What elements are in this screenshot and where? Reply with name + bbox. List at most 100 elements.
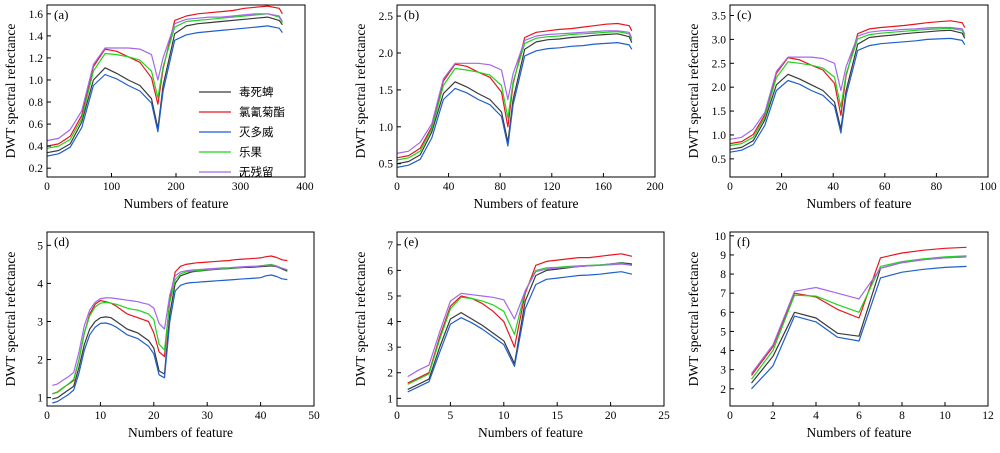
series-line-3 bbox=[396, 41, 633, 168]
x-tick-label: 4 bbox=[813, 410, 819, 422]
chart-panel-1: 0 100 200 300 400 0.2 0.4 0.6 0.8 1.0 1.2 1.4 1.6 (a)… bbox=[3, 4, 314, 211]
y-tick-label: 5 bbox=[720, 326, 726, 338]
x-tick-label: 20 bbox=[776, 181, 788, 193]
x-tick-label: 8 bbox=[899, 410, 905, 422]
y-tick-label: 2 bbox=[37, 355, 43, 367]
x-tick-label: 10 bbox=[95, 410, 107, 422]
y-tick-label: 2 bbox=[720, 384, 726, 396]
series-line-5 bbox=[52, 264, 288, 386]
y-tick-label: 3.5 bbox=[712, 11, 727, 23]
y-tick-label: 3.0 bbox=[712, 34, 727, 46]
y-tick-label: 10 bbox=[715, 231, 727, 243]
panel-label: (a) bbox=[54, 7, 68, 22]
chart-panel-2: 0 40 80 120 160 200 0.5 1.0 1.5 2.0 2.5 (b) Numbers … bbox=[353, 4, 664, 211]
series-line-3 bbox=[52, 274, 288, 404]
x-tick-label: 300 bbox=[232, 181, 250, 193]
y-axis-label: DWT spectral refectance bbox=[686, 24, 701, 159]
plot-frame bbox=[396, 4, 656, 178]
chart-panel-5: 0 5 10 15 20 25 1 2 3 4 5 6 7 (e) Numbers of feature DW… bbox=[353, 231, 670, 440]
y-tick-label: 0.4 bbox=[29, 141, 44, 153]
y-tick-label: 1.5 bbox=[712, 106, 727, 118]
x-tick-label: 20 bbox=[148, 410, 160, 422]
x-tick-label: 80 bbox=[931, 181, 943, 193]
y-axis-label: DWT spectral refectance bbox=[686, 252, 701, 387]
y-tick-label: 1.2 bbox=[29, 53, 44, 65]
y-tick-label: 1 bbox=[387, 393, 393, 405]
series-line-5 bbox=[407, 263, 633, 378]
x-tick-label: 40 bbox=[443, 181, 455, 193]
series-line-3 bbox=[407, 271, 633, 393]
x-axis-label: Numbers of feature bbox=[124, 196, 229, 211]
series-line-1 bbox=[729, 29, 966, 150]
x-tick-label: 2 bbox=[770, 410, 776, 422]
y-tick-label: 5 bbox=[37, 240, 43, 252]
x-tick-label: 160 bbox=[595, 181, 613, 193]
y-tick-label: 8 bbox=[720, 269, 726, 281]
x-tick-label: 5 bbox=[448, 410, 454, 422]
x-axis-label: Numbers of feature bbox=[807, 425, 912, 440]
y-tick-label: 3 bbox=[387, 342, 393, 354]
y-tick-label: 7 bbox=[387, 240, 393, 252]
legend-label-1: 毒死蜱 bbox=[239, 85, 274, 99]
y-tick-label: 2.5 bbox=[712, 58, 727, 70]
legend-label-4: 乐果 bbox=[239, 145, 262, 159]
chart-panel-4: 0 10 20 30 40 50 1 2 3 4 5 (d) Numbers of feature DWT… bbox=[3, 231, 320, 440]
chart-panel-6: 0 2 4 6 8 10 12 2 3 4 5 6 7 8 9 10 (f) Numbers of feature… bbox=[686, 231, 994, 440]
y-tick-label: 1.5 bbox=[379, 85, 394, 97]
series-line-3 bbox=[729, 37, 966, 153]
x-tick-label: 200 bbox=[167, 181, 185, 193]
x-tick-label: 0 bbox=[727, 181, 733, 193]
series-line-4 bbox=[729, 27, 966, 147]
x-tick-label: 12 bbox=[982, 410, 994, 422]
plot-frame bbox=[396, 231, 665, 407]
x-tick-label: 10 bbox=[939, 410, 951, 422]
x-tick-label: 0 bbox=[44, 181, 50, 193]
y-tick-label: 0.2 bbox=[29, 163, 44, 175]
plot-frame bbox=[46, 231, 315, 407]
series-line-1 bbox=[52, 265, 288, 400]
panel-label: (f) bbox=[737, 234, 750, 249]
y-tick-label: 1 bbox=[37, 393, 43, 405]
x-tick-label: 0 bbox=[44, 410, 50, 422]
x-tick-label: 60 bbox=[879, 181, 891, 193]
x-tick-label: 0 bbox=[394, 181, 400, 193]
x-axis-label: Numbers of feature bbox=[807, 196, 912, 211]
x-tick-label: 50 bbox=[308, 410, 320, 422]
x-axis-label: Numbers of feature bbox=[128, 425, 233, 440]
y-tick-label: 3 bbox=[720, 365, 726, 377]
x-tick-label: 20 bbox=[605, 410, 617, 422]
series-line-4 bbox=[52, 263, 288, 395]
y-tick-label: 0.6 bbox=[29, 119, 44, 131]
panel-label: (d) bbox=[54, 234, 69, 249]
y-tick-label: 6 bbox=[387, 265, 393, 277]
series-line-1 bbox=[396, 33, 633, 165]
series-line-5 bbox=[729, 26, 966, 140]
plot-frame bbox=[729, 4, 989, 178]
x-tick-label: 30 bbox=[201, 410, 213, 422]
x-tick-label: 100 bbox=[103, 181, 121, 193]
series-line-5 bbox=[396, 30, 633, 154]
series-line-2 bbox=[751, 246, 967, 376]
x-tick-label: 200 bbox=[646, 181, 664, 193]
x-tick-label: 0 bbox=[394, 410, 400, 422]
series-line-2 bbox=[407, 253, 633, 384]
y-tick-label: 9 bbox=[720, 250, 726, 262]
y-tick-label: 0.5 bbox=[712, 154, 727, 166]
x-tick-label: 40 bbox=[255, 410, 267, 422]
panel-label: (b) bbox=[404, 7, 419, 22]
series-line-4 bbox=[396, 31, 633, 161]
y-tick-label: 4 bbox=[387, 317, 393, 329]
y-axis-label: DWT spectral refectance bbox=[3, 252, 18, 387]
y-tick-label: 1.6 bbox=[29, 9, 44, 21]
y-tick-label: 2.5 bbox=[379, 11, 394, 23]
legend-label-3: 灭多威 bbox=[239, 125, 274, 139]
legend-label-2: 氯氰菊酯 bbox=[239, 105, 285, 119]
y-tick-label: 6 bbox=[720, 307, 726, 319]
y-tick-label: 2.0 bbox=[712, 82, 727, 94]
y-tick-label: 0.8 bbox=[29, 97, 44, 109]
x-tick-label: 120 bbox=[543, 181, 561, 193]
x-tick-label: 100 bbox=[979, 181, 997, 193]
y-axis-label: DWT spectral refectance bbox=[353, 24, 368, 159]
panel-label: (e) bbox=[404, 234, 418, 249]
